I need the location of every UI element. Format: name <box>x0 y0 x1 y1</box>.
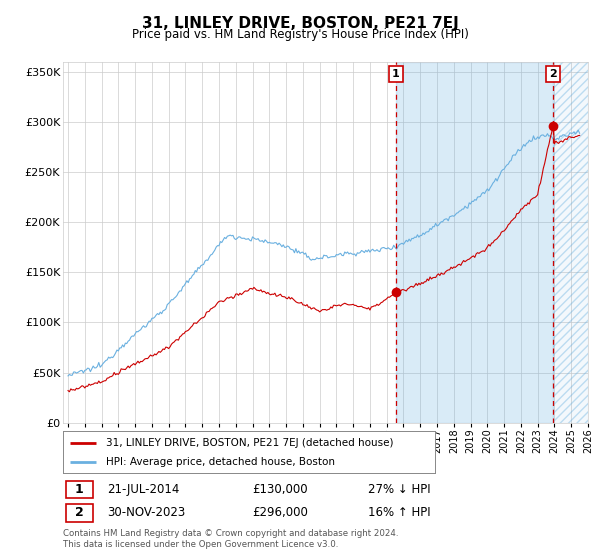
Bar <box>553 62 588 423</box>
Text: 31, LINLEY DRIVE, BOSTON, PE21 7EJ: 31, LINLEY DRIVE, BOSTON, PE21 7EJ <box>142 16 458 31</box>
Text: £296,000: £296,000 <box>252 506 308 520</box>
Text: 30-NOV-2023: 30-NOV-2023 <box>107 506 186 520</box>
Text: 1: 1 <box>392 69 400 80</box>
Text: Contains HM Land Registry data © Crown copyright and database right 2024.
This d: Contains HM Land Registry data © Crown c… <box>63 529 398 549</box>
Text: Price paid vs. HM Land Registry's House Price Index (HPI): Price paid vs. HM Land Registry's House … <box>131 28 469 41</box>
FancyBboxPatch shape <box>65 480 93 498</box>
Text: £130,000: £130,000 <box>252 483 308 496</box>
Text: 2: 2 <box>75 506 83 520</box>
Bar <box>553 62 588 423</box>
FancyBboxPatch shape <box>65 504 93 522</box>
Text: 31, LINLEY DRIVE, BOSTON, PE21 7EJ (detached house): 31, LINLEY DRIVE, BOSTON, PE21 7EJ (deta… <box>106 437 393 447</box>
Text: 16% ↑ HPI: 16% ↑ HPI <box>367 506 430 520</box>
Text: 27% ↓ HPI: 27% ↓ HPI <box>367 483 430 496</box>
Text: 21-JUL-2014: 21-JUL-2014 <box>107 483 180 496</box>
Bar <box>396 62 553 423</box>
Text: 2: 2 <box>549 69 557 80</box>
Text: HPI: Average price, detached house, Boston: HPI: Average price, detached house, Bost… <box>106 457 335 467</box>
Text: 1: 1 <box>75 483 83 496</box>
